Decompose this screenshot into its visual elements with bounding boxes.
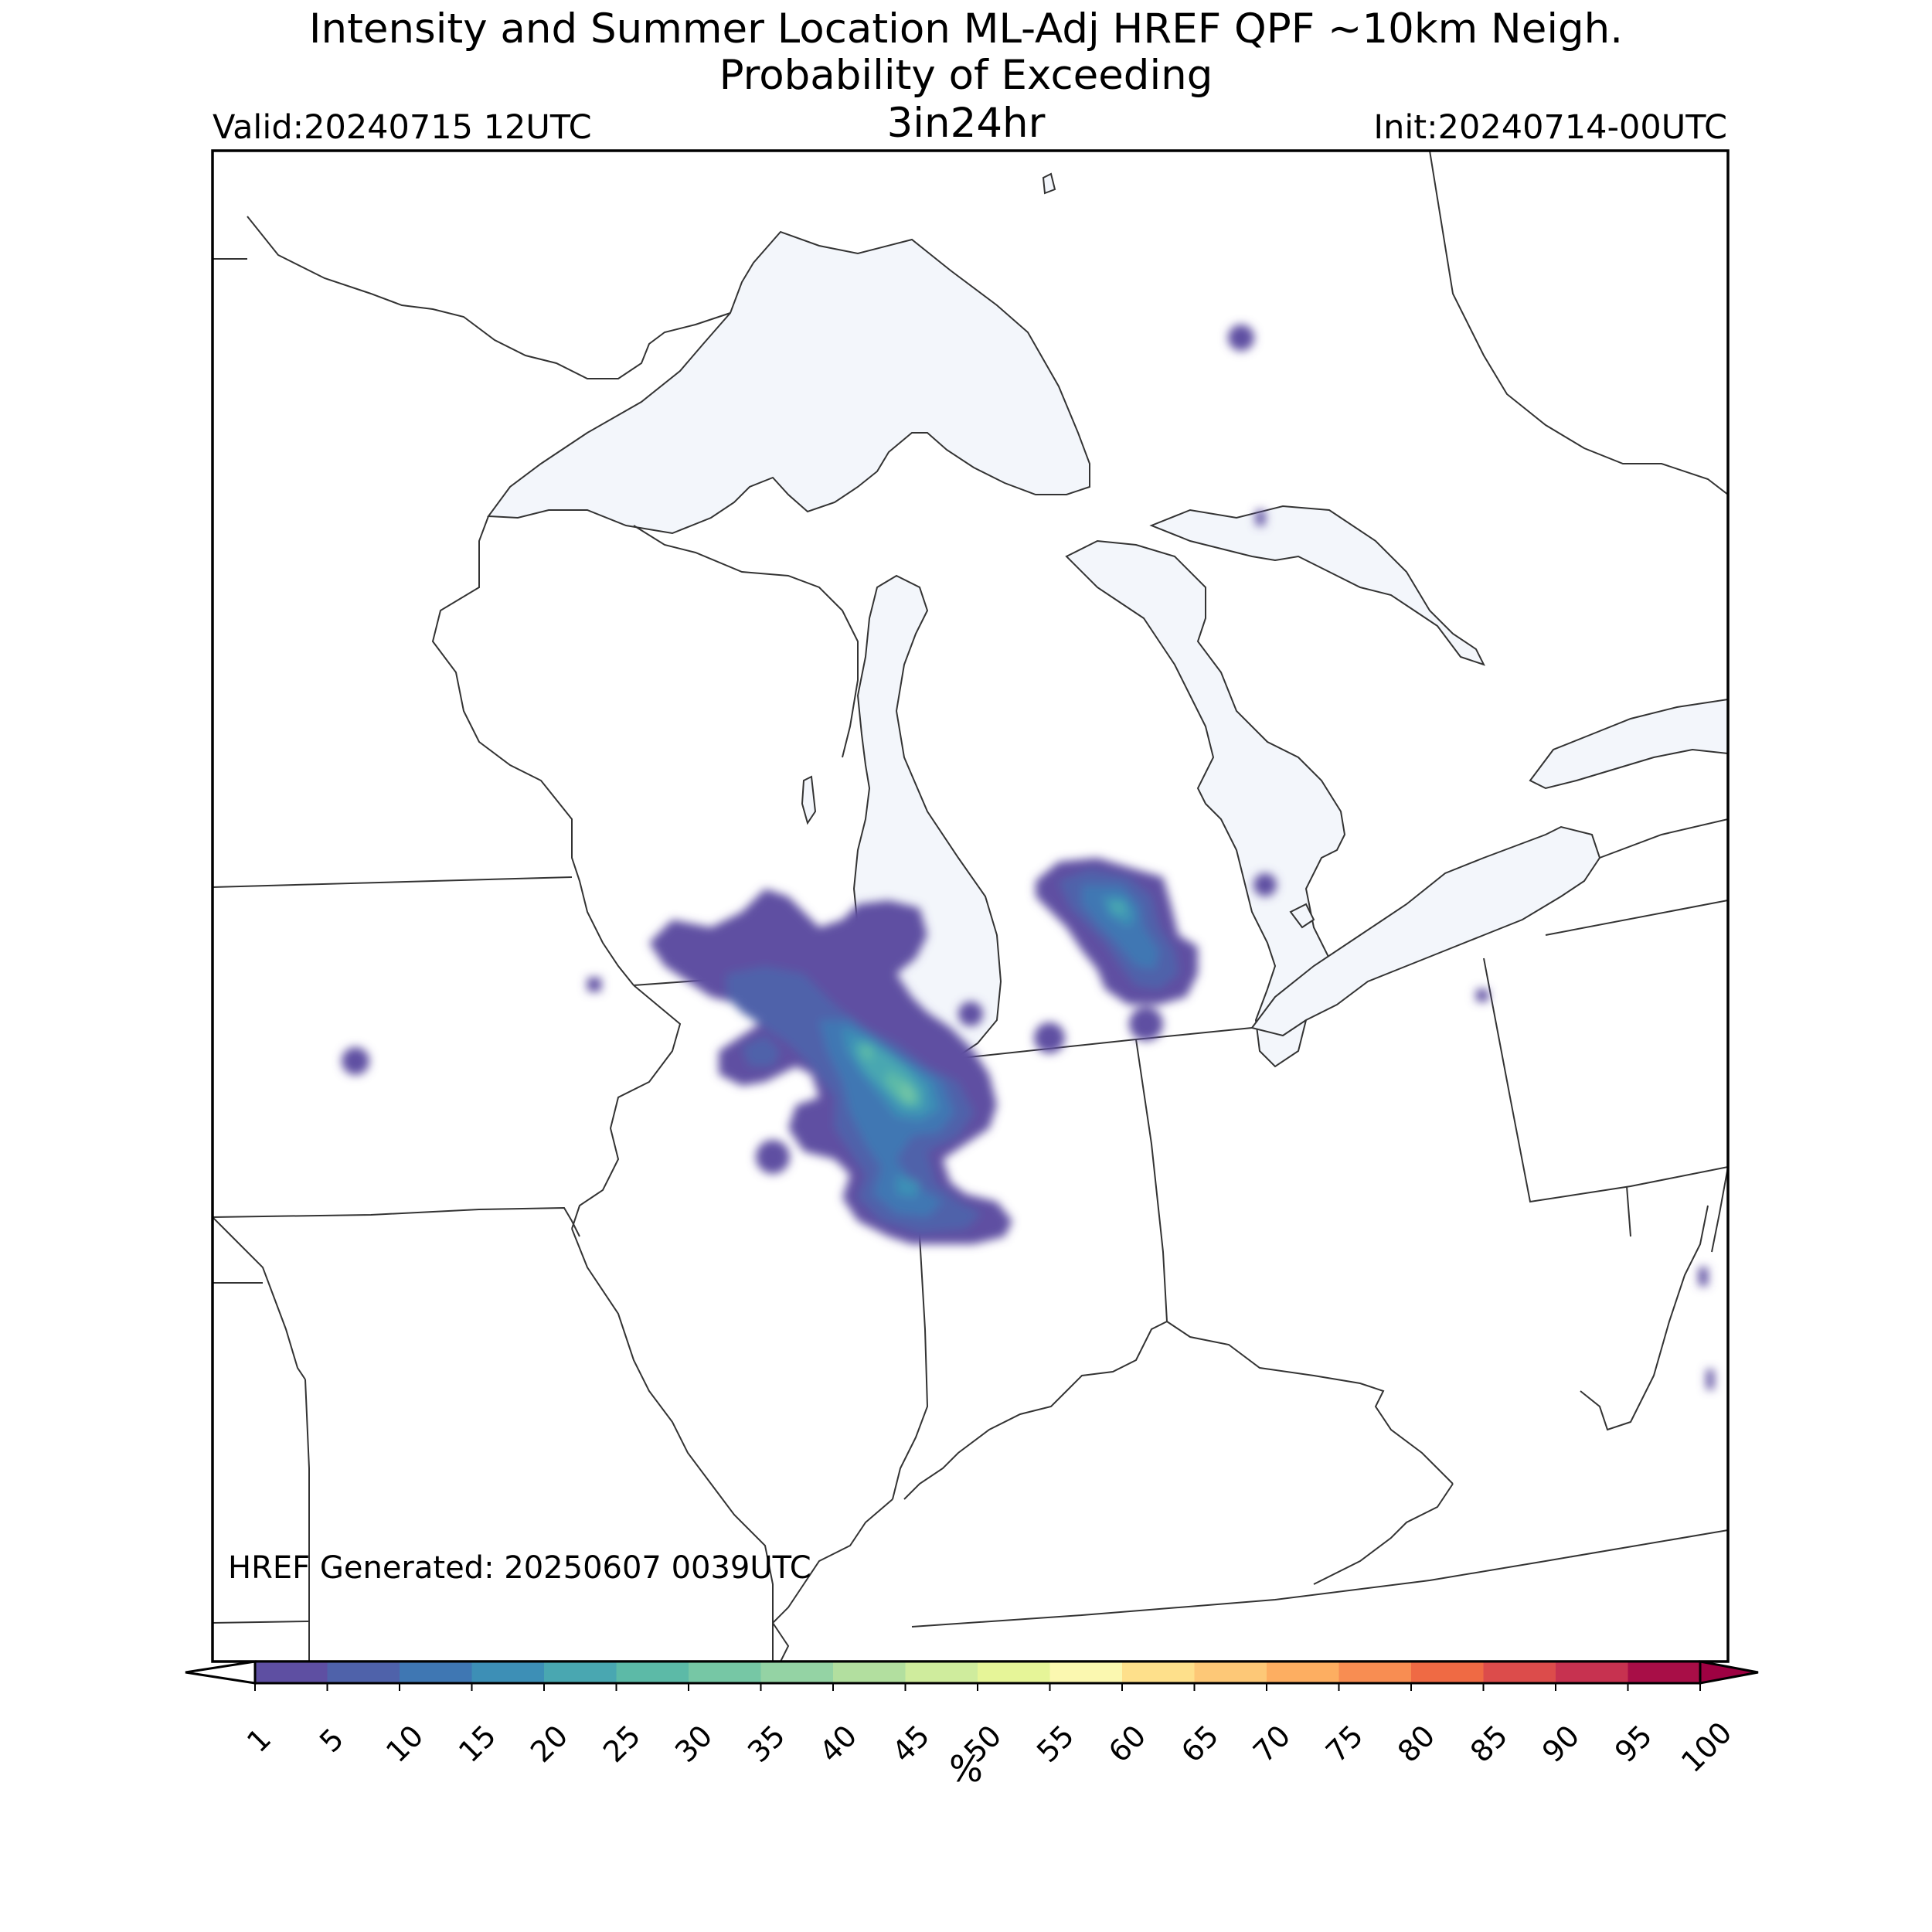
colorbar-swatch [255, 1662, 328, 1683]
map-panel [213, 151, 1728, 1662]
border-mo-il-river [571, 1228, 790, 1662]
border-mn-wi [431, 515, 634, 986]
colorbar-swatch [1628, 1662, 1701, 1683]
georgian-bay [1149, 505, 1485, 666]
threshold-label: 3in24hr [886, 100, 1046, 147]
valid-time: Valid:20240715 12UTC [213, 108, 592, 147]
level-10 [819, 885, 1159, 1217]
border-ky-wv-va [1313, 1483, 1454, 1585]
colorbar [185, 1660, 1759, 1691]
border-il-ky-river [772, 1498, 893, 1662]
colorbar-swatch [400, 1662, 472, 1683]
colorbar-swatch [1411, 1662, 1484, 1683]
border-pa-ny [1545, 900, 1728, 936]
chart-title: Intensity and Summer Location ML-Adj HRE… [308, 5, 1624, 53]
chart-subtitle: Probability of Exceeding [719, 52, 1213, 99]
colorbar-swatch [327, 1662, 400, 1683]
lake-superior [487, 230, 1090, 535]
colorbar-swatch [471, 1662, 545, 1683]
border-oh-wv [1580, 1205, 1709, 1431]
border-ky-tn [911, 1529, 1728, 1628]
probability-shading [342, 325, 1714, 1389]
colorbar-swatch [978, 1662, 1050, 1683]
colorbar-under-extend [185, 1660, 257, 1685]
border-canada-mn [247, 216, 731, 379]
colorbar-unit-label: % [949, 1748, 983, 1790]
border-ontario-quebec [1429, 151, 1728, 495]
political-borders [213, 151, 1728, 1662]
colorbar-swatch [689, 1662, 761, 1683]
border-ohio-river [1166, 1321, 1454, 1485]
border-in-oh [1135, 1039, 1168, 1322]
generated-time: HREF Generated: 20250607 0039UTC [228, 1550, 811, 1586]
lake-huron [1065, 539, 1346, 1068]
colorbar-over-extend [1699, 1660, 1759, 1685]
colorbar-swatch [1556, 1662, 1628, 1683]
border-wi-mi-up [633, 525, 859, 758]
border-mo-ar [213, 1621, 310, 1624]
lake-winnebago [801, 775, 817, 825]
colorbar-swatch [760, 1662, 834, 1683]
colorbar-swatch [1483, 1662, 1556, 1683]
border-mn-ia [213, 876, 573, 888]
colorbar-swatch [1122, 1662, 1195, 1683]
level-30 [900, 1082, 913, 1101]
colorbar-swatch [905, 1662, 978, 1683]
colorbar-swatch [1267, 1662, 1339, 1683]
border-ny-ontario [1599, 818, 1728, 859]
lake-nipigon [1042, 172, 1056, 195]
border-wv-pa [1626, 1185, 1631, 1237]
border-in-ky [903, 1321, 1168, 1500]
lake-ontario [1529, 698, 1728, 790]
border-ia-ne-river [213, 1216, 306, 1380]
border-oh-pa [1483, 957, 1728, 1203]
colorbar-swatch [1194, 1662, 1267, 1683]
init-time: Init:20240714-00UTC [1373, 108, 1727, 147]
colorbar-swatch [616, 1662, 689, 1683]
border-pa-east [1711, 1166, 1728, 1253]
great-lakes [487, 172, 1728, 1068]
colorbar-swatch [833, 1662, 906, 1683]
border-ia-il [571, 985, 682, 1230]
colorbar-swatch [1338, 1662, 1412, 1683]
border-ks-mo [304, 1379, 310, 1662]
colorbar-swatch [544, 1662, 617, 1683]
colorbar-swatch [1049, 1662, 1123, 1683]
lake-st-clair [1289, 903, 1315, 929]
